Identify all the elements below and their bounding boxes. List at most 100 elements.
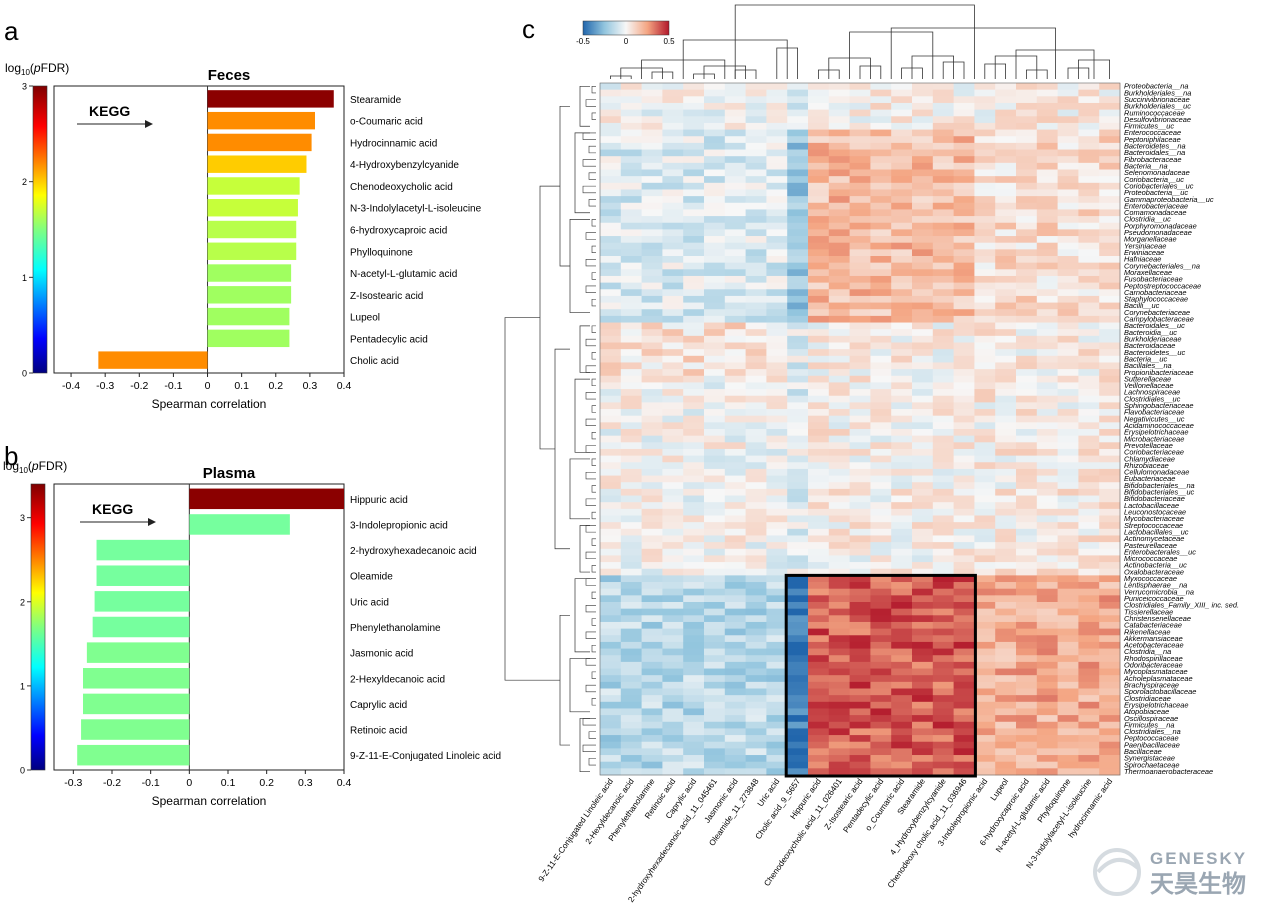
row-dendrogram-leaf (591, 378, 596, 387)
heatmap-cell (1057, 222, 1079, 230)
heatmap-cell (600, 548, 622, 556)
heatmap-cell (1016, 715, 1038, 723)
kegg-arrowhead (148, 518, 156, 526)
heatmap-cell (912, 136, 934, 144)
heatmap-cell (1057, 462, 1079, 470)
heatmap-cell (704, 681, 726, 689)
heatmap-cell (787, 715, 809, 723)
heatmap-cell (620, 588, 642, 596)
heatmap-cell (766, 275, 788, 284)
heatmap-cell (808, 668, 830, 676)
heatmap-cell (724, 768, 746, 776)
heatmap-cell (600, 415, 622, 423)
row-label: Peptococcaceae (1124, 734, 1179, 743)
heatmap-cell (1078, 415, 1100, 423)
heatmap-cell (662, 715, 684, 723)
heatmap-cell (849, 695, 871, 703)
row-dendrogram-leaf (585, 658, 596, 666)
heatmap-cell (953, 761, 975, 769)
row-label: Bacteroidia__uc (1124, 328, 1177, 337)
heatmap-cell (808, 462, 830, 470)
heatmap-cell (787, 555, 809, 563)
heatmap-cell (932, 741, 954, 749)
heatmap-cell (912, 728, 934, 736)
heatmap-cell (1036, 382, 1058, 390)
heatmap-cell (683, 502, 705, 510)
heatmap-cell (641, 455, 663, 463)
heatmap-cell (891, 528, 913, 536)
heatmap-cell (1078, 355, 1100, 363)
heatmap-cell (787, 256, 809, 264)
heatmap-cell (1057, 289, 1079, 297)
heatmap-cell (1099, 116, 1121, 124)
heatmap-cell (1036, 681, 1058, 689)
heatmap-cell (641, 409, 663, 417)
heatmap-cell (683, 222, 705, 230)
heatmap-cell (745, 635, 767, 643)
heatmap-cell (724, 668, 746, 676)
heatmap-cell (600, 275, 622, 284)
category-label: Lupeol (350, 313, 380, 324)
heatmap-cell (1036, 488, 1058, 496)
heatmap-cell (870, 462, 892, 470)
heatmap-cell (600, 495, 622, 503)
heatmap-cell (974, 342, 996, 350)
heatmap-cell (745, 688, 767, 696)
row-dendrogram-branch (569, 458, 590, 520)
heatmap-cell (766, 515, 788, 523)
heatmap-cell (870, 528, 892, 536)
heatmap-cell (1057, 595, 1079, 603)
heatmap-cell (745, 289, 767, 297)
heatmap-cell (620, 768, 642, 776)
heatmap-cell (849, 555, 871, 563)
heatmap-cell (828, 488, 850, 496)
heatmap-cell (600, 389, 622, 397)
heatmap-cell (1057, 249, 1079, 257)
heatmap-cell (932, 595, 954, 603)
heatmap-cell (953, 448, 975, 457)
heatmap-cell (891, 395, 913, 403)
heatmap-cell (724, 655, 746, 663)
heatmap-cell (662, 555, 684, 563)
heatmap-cell (953, 289, 975, 297)
heatmap-cell (953, 136, 975, 144)
heatmap-cell (641, 109, 663, 117)
heatmap-cell (953, 362, 975, 370)
bar (207, 264, 292, 282)
heatmap-cell (932, 342, 954, 350)
heatmap-cell (995, 415, 1017, 423)
heatmap-cell (1036, 701, 1058, 709)
heatmap-cell (953, 109, 975, 117)
heatmap-cell (1099, 275, 1121, 284)
heatmap-cell (1078, 196, 1100, 204)
row-label: Clostridiales__uc (1124, 394, 1181, 403)
row-dendrogram-leaf (585, 631, 596, 639)
colorbar (32, 85, 48, 374)
heatmap-cell (974, 369, 996, 377)
heatmap-cell (932, 755, 954, 763)
heatmap-cell (953, 422, 975, 430)
heatmap-cell (745, 229, 767, 237)
heatmap-cell (766, 429, 788, 437)
heatmap-cell (1036, 236, 1058, 244)
heatmap-cell (849, 202, 871, 210)
heatmap-cell (620, 715, 642, 723)
heatmap-cell (974, 409, 996, 417)
heatmap-cell (704, 655, 726, 663)
row-label: Succinivibrionaceae (1124, 95, 1190, 104)
heatmap-cell (953, 535, 975, 543)
heatmap-cell (1099, 708, 1121, 716)
heatmap-cell (1078, 582, 1100, 590)
heatmap-cell (620, 515, 642, 523)
heatmap-cell (704, 289, 726, 297)
heatmap-cell (995, 735, 1017, 743)
heatmap-cell (704, 116, 726, 124)
heatmap-cell (1099, 455, 1121, 463)
heatmap-cell (766, 109, 788, 117)
heatmap-cell (912, 442, 934, 450)
heatmap-cell (745, 335, 767, 343)
heatmap-cell (808, 522, 830, 530)
heatmap-cell (683, 582, 705, 590)
heatmap-cell (828, 229, 850, 237)
heatmap-cell (620, 189, 642, 197)
